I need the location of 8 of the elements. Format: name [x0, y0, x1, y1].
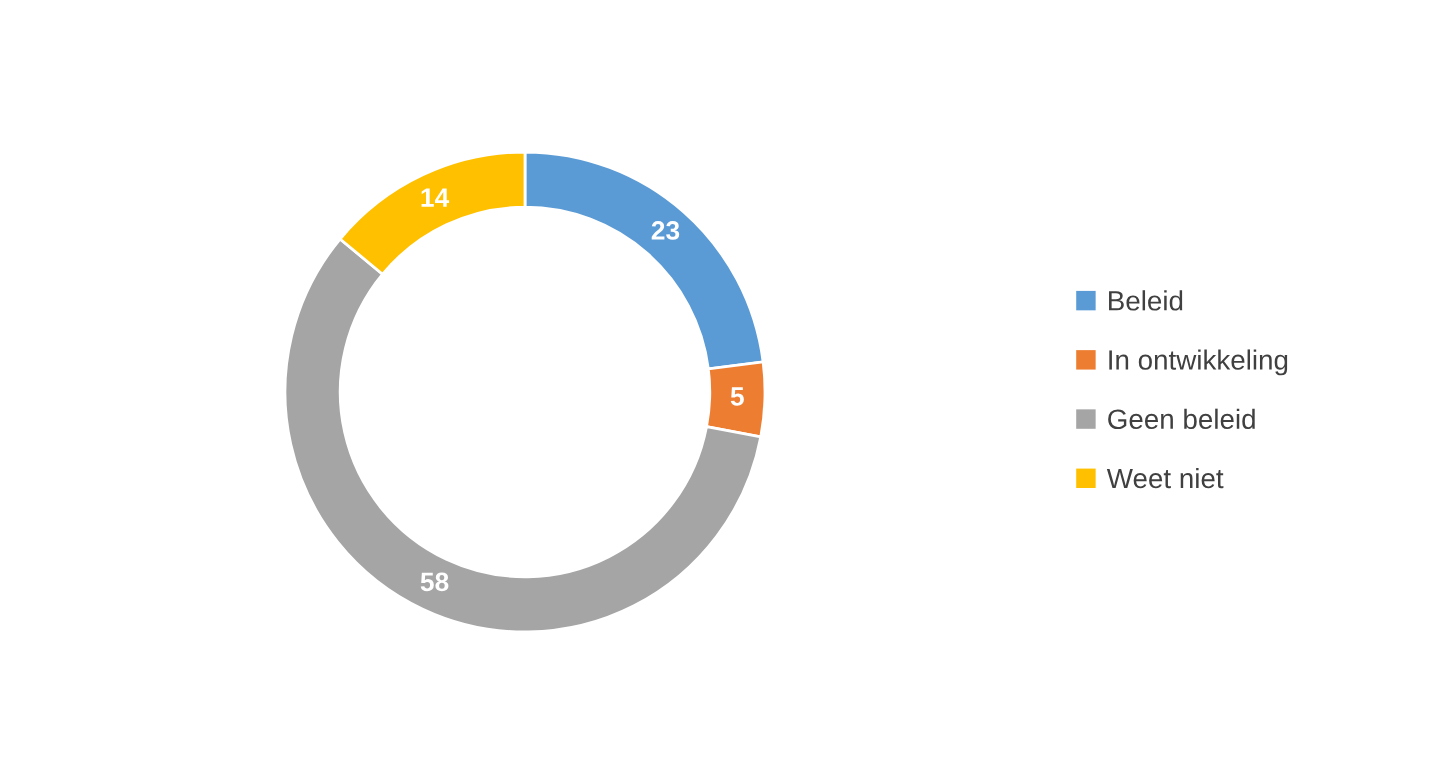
- data-label: 23: [651, 221, 680, 240]
- data-label: 58: [420, 572, 449, 592]
- legend-label: Weet niet: [1106, 467, 1224, 489]
- data-label: 14: [421, 188, 450, 207]
- data-label: 5: [730, 387, 744, 406]
- legend-label: Geen beleid: [1108, 408, 1255, 430]
- legend-label: Beleid: [1109, 290, 1183, 311]
- legend-label: In ontwikkeling: [1109, 349, 1288, 376]
